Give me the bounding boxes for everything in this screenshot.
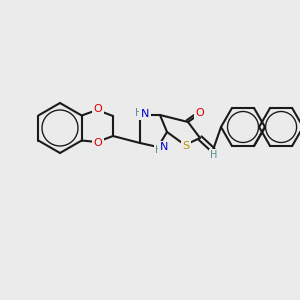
Text: O: O bbox=[94, 138, 102, 148]
Text: S: S bbox=[182, 141, 190, 151]
Text: O: O bbox=[196, 108, 204, 118]
Text: H: H bbox=[210, 150, 218, 160]
Text: H: H bbox=[135, 108, 143, 118]
Text: N: N bbox=[141, 109, 149, 119]
Text: N: N bbox=[160, 142, 168, 152]
Text: H: H bbox=[155, 145, 163, 155]
Text: O: O bbox=[94, 104, 102, 114]
